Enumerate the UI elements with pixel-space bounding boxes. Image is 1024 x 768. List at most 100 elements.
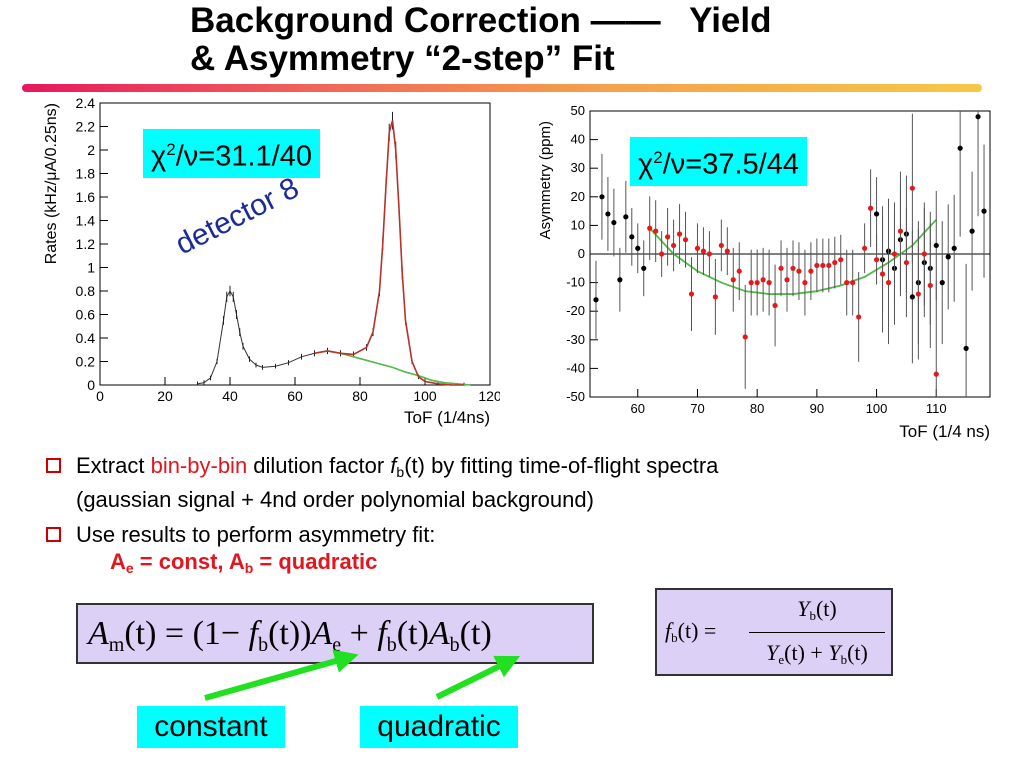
bullet-1-highlight: bin-by-bin (150, 453, 248, 478)
right-chi2-box: χ2/ν=37.5/44 (630, 137, 807, 186)
y-tick-label: 2.4 (76, 95, 96, 111)
data-point-red (682, 237, 689, 243)
data-point-red (730, 277, 736, 283)
title-underline (22, 84, 982, 92)
data-point-red (915, 291, 921, 297)
x-tick-label: 40 (222, 388, 238, 404)
bullet-square-icon (46, 527, 61, 542)
y-tick-label: -30 (566, 332, 585, 347)
bullet-1-text-b: dilution factor (247, 453, 391, 478)
data-point-black (963, 345, 969, 351)
data-point-black (945, 254, 951, 260)
y-tick-label: 40 (571, 132, 585, 147)
data-point-red (647, 225, 653, 231)
data-point-red (784, 277, 790, 283)
arrow-to-Ab (435, 655, 521, 700)
data-point-red (909, 185, 915, 191)
x-tick-label: 20 (157, 388, 173, 404)
bullet-1-f: f (390, 453, 397, 478)
y-tick-label: 0.6 (76, 307, 96, 323)
y-tick-label: 1.6 (76, 189, 96, 205)
y-tick-label: 0.8 (76, 283, 96, 299)
data-point-black (975, 114, 981, 120)
data-point-red (778, 265, 784, 271)
data-point-red (766, 280, 772, 286)
y-tick-label: 0.4 (76, 330, 96, 346)
x-tick-label: 60 (631, 401, 645, 416)
y-tick-label: -20 (566, 303, 585, 318)
asymmetry-chart: -50 -40 -30 -20 -10 0 10 20 30 40 50 60 70 80 90 100 110… (537, 103, 991, 441)
data-point-red (844, 280, 850, 286)
data-point-red (790, 265, 796, 271)
data-point-black (909, 294, 915, 300)
data-point-red (772, 302, 778, 309)
data-point-red (748, 280, 754, 286)
x-axis-label: ToF (1/4 ns) (899, 422, 990, 441)
rates-chart: 0 0.2 0.4 0.6 0.8 1 1.2 1.4 1.6 1.8 2 2.2 2.4 0 20 40 60… (43, 95, 502, 427)
data-point-red (742, 334, 748, 340)
data-point-red (665, 234, 671, 240)
y-tick-label: 1.4 (76, 213, 96, 229)
x-tick-label: 120 (478, 388, 500, 404)
y-tick-label: 1 (87, 260, 95, 276)
data-point-red (712, 294, 718, 300)
data-point-black (635, 245, 641, 251)
y-tick-label: 2.2 (76, 119, 96, 135)
data-point-black (873, 211, 880, 217)
data-point-red (826, 262, 832, 269)
data-point-black (599, 194, 605, 200)
title-line-1: Background Correction —— Yield (190, 1, 772, 40)
y-tick-label: 0 (87, 377, 95, 393)
data-point-black (951, 245, 957, 251)
data-point-red (838, 257, 844, 263)
bullet-square-icon (46, 458, 61, 473)
slide-title: Background Correction —— Yield & Asymmet… (190, 2, 771, 78)
x-tick-label: 0 (96, 388, 104, 404)
data-point-red (700, 248, 707, 254)
bullet-1-text-a: Extract (76, 453, 151, 478)
data-point-red (897, 228, 904, 234)
y-tick-label: 50 (571, 103, 585, 118)
y-tick-label: 20 (571, 189, 585, 204)
data-point-red (850, 280, 856, 286)
y-tick-label: -50 (566, 389, 585, 404)
data-point-red (927, 282, 933, 289)
left-chi2-value: =31.1/40 (198, 140, 312, 173)
data-point-red (814, 262, 820, 269)
data-point-red (903, 259, 910, 266)
x-tick-label: 110 (926, 401, 947, 416)
data-point-black (593, 297, 599, 303)
bullet-list: Extract bin-by-bin dilution factor fb(t)… (46, 452, 946, 590)
right-chi2-value: =37.5/44 (685, 148, 799, 181)
data-point-red (670, 242, 677, 249)
bullet-2-model: Ae = const, Ab = quadratic (110, 549, 378, 576)
data-point-red (891, 251, 898, 257)
bullet-1-sub: b (396, 464, 405, 480)
data-point-red (718, 242, 724, 249)
y-tick-label: 2 (87, 142, 95, 158)
y-tick-label: 10 (571, 217, 585, 232)
data-point-red (706, 251, 713, 257)
data-point-red (796, 268, 802, 274)
bullet-1-line-2: (gaussian signal + 4nd order polynomial … (76, 487, 594, 512)
x-tick-label: 60 (287, 388, 303, 404)
left-chi2-box: χ2/ν=31.1/40 (143, 129, 320, 178)
data-point-black (981, 208, 987, 214)
data-point-red (885, 280, 892, 286)
data-point-red (736, 268, 742, 274)
fraction-bar (749, 632, 885, 633)
data-point-red (694, 245, 701, 251)
data-point-red (760, 277, 766, 283)
bullet-2: Use results to perform asymmetry fit: Ae… (46, 521, 946, 582)
data-point-red (867, 205, 874, 211)
x-tick-label: 80 (750, 401, 764, 416)
y-tick-label: 30 (571, 160, 585, 175)
bullet-2-text: Use results to perform asymmetry fit: (76, 522, 436, 547)
y-tick-label: 0.2 (76, 354, 96, 370)
y-tick-label: 1.8 (76, 166, 96, 182)
data-point-red (873, 257, 880, 263)
bullet-1: Extract bin-by-bin dilution factor fb(t)… (46, 452, 946, 513)
data-point-black (605, 211, 611, 217)
dilution-formula: fb(t) = Yb(t) Ye(t) + Yb(t) (655, 588, 893, 676)
